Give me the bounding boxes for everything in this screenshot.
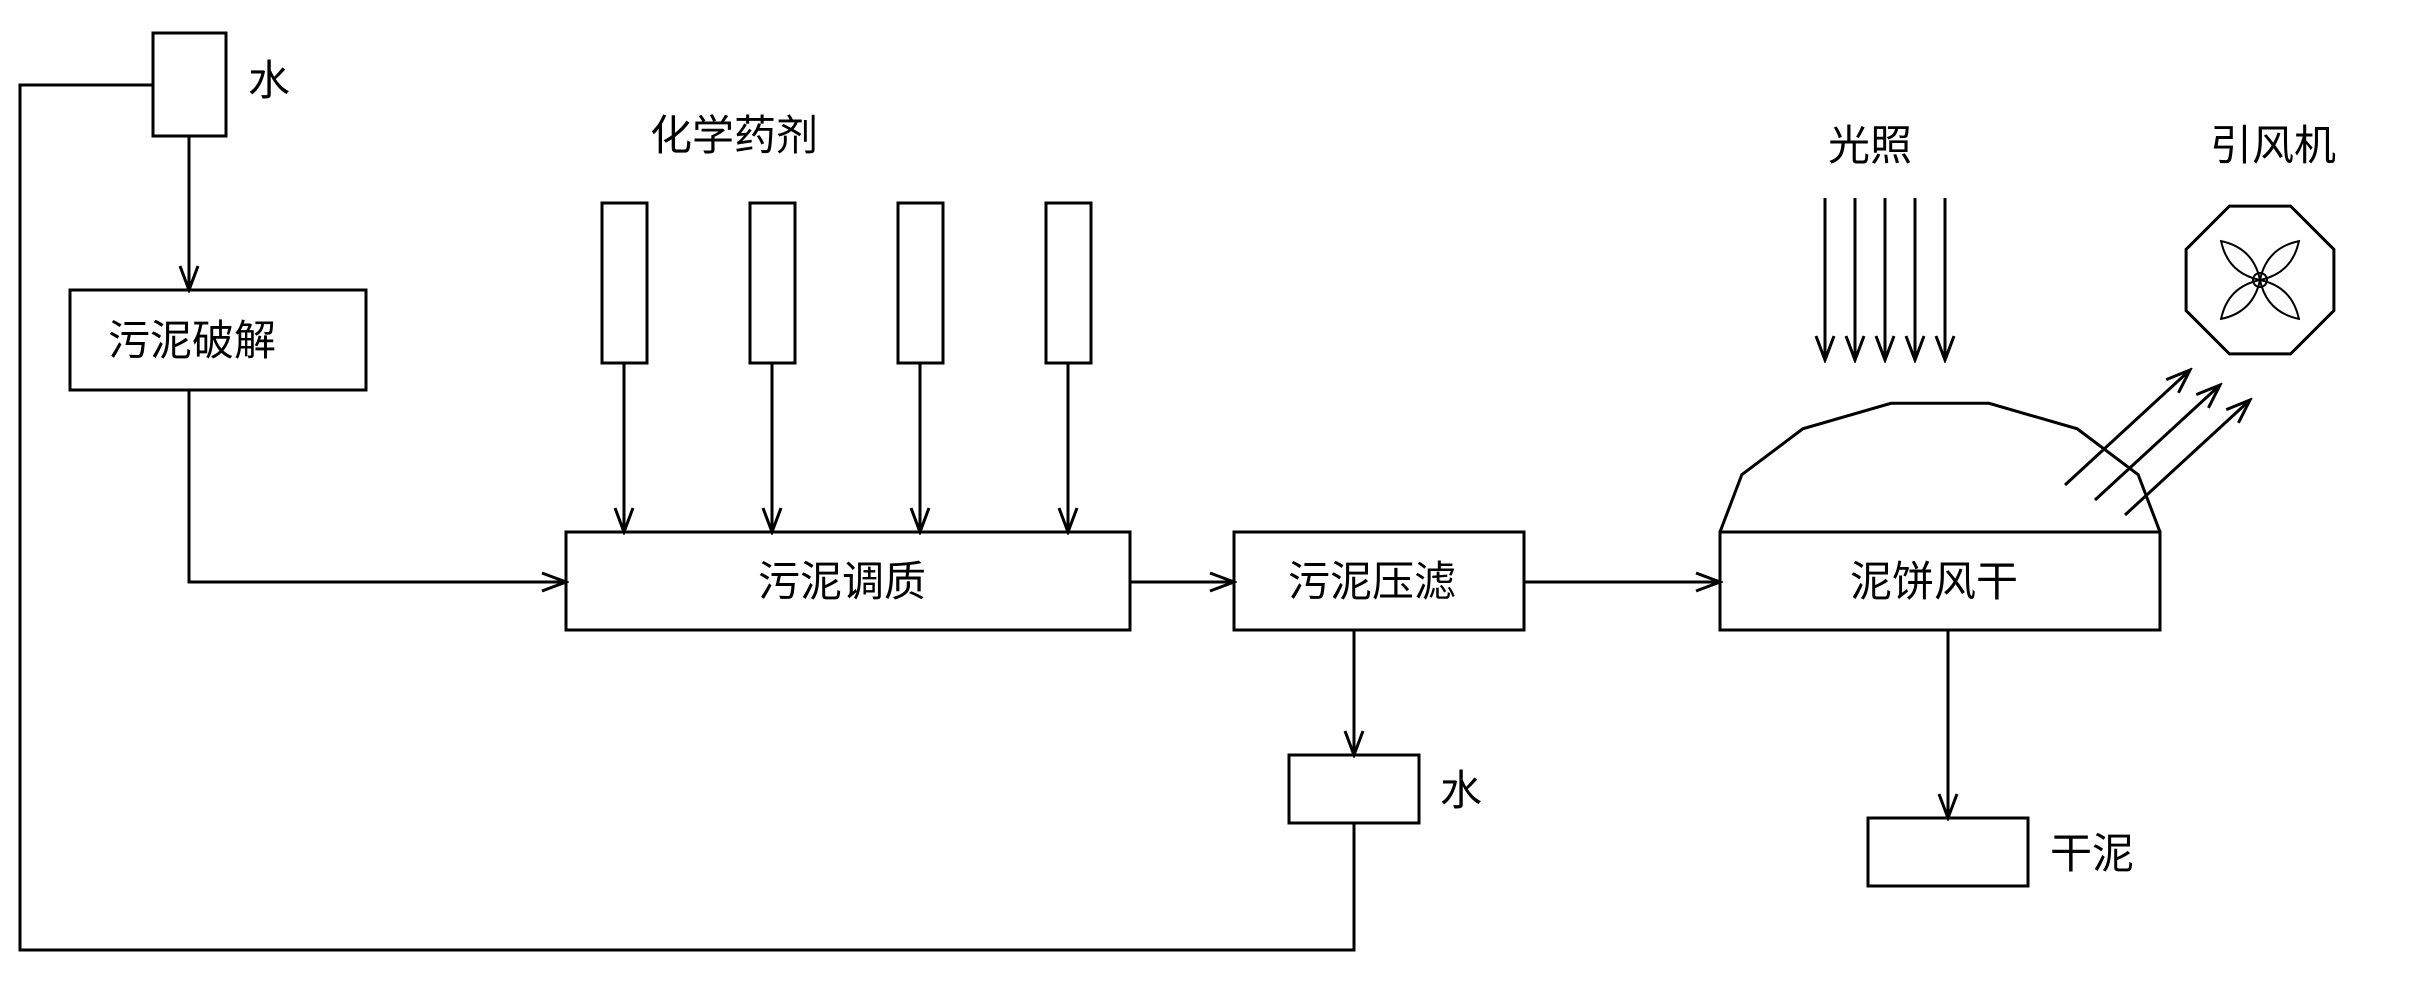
fan-blade — [2260, 280, 2299, 319]
feedback-line — [20, 85, 1354, 950]
chem3-box — [898, 203, 943, 363]
dry_mud-box — [1868, 818, 2028, 886]
wind-arrow-1 — [2095, 385, 2220, 500]
chem4-box — [1046, 203, 1091, 363]
water_bottom-box — [1289, 755, 1419, 823]
water_top-box — [153, 33, 226, 136]
water_top-label: 水 — [248, 59, 290, 105]
filter-label: 污泥压滤 — [1288, 560, 1456, 606]
fan-blade — [2221, 280, 2260, 319]
fan-blade — [2260, 241, 2299, 280]
chem1-box — [602, 203, 647, 363]
airdry-dome — [1720, 403, 2160, 532]
chemicals_header-label: 化学药剂 — [650, 113, 818, 160]
airdry-label: 泥饼风干 — [1850, 560, 2018, 606]
condition-label: 污泥调质 — [758, 560, 926, 606]
fan-blade — [2221, 241, 2260, 280]
water_bottom-label: 水 — [1440, 769, 1482, 815]
light_header-label: 光照 — [1828, 124, 1912, 170]
disintegrate-label: 污泥破解 — [108, 319, 276, 365]
chem2-box — [750, 203, 795, 363]
fan_header-label: 引风机 — [2210, 124, 2336, 170]
disintegrate-to-condition — [189, 390, 566, 582]
wind-arrow-2 — [2125, 400, 2250, 515]
dry_mud-label: 干泥 — [2050, 832, 2134, 878]
